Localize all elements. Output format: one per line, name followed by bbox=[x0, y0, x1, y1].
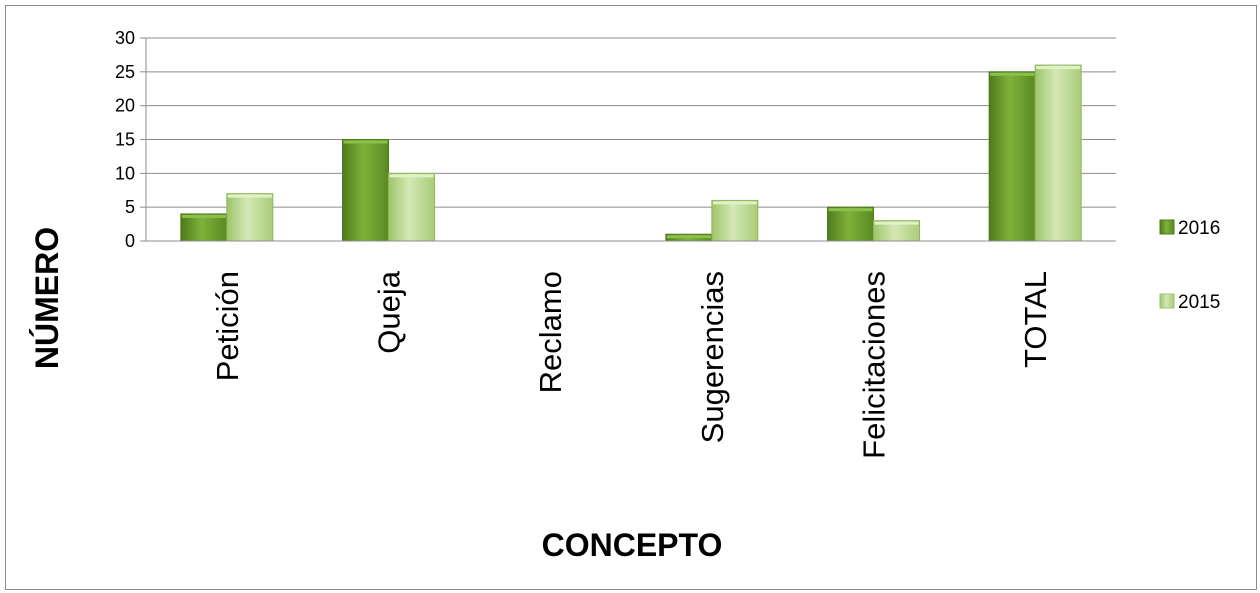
legend: 2016 2015 bbox=[1159, 218, 1220, 313]
bar-2016-5 bbox=[988, 71, 1036, 242]
bar-highlight-2015-0 bbox=[227, 194, 272, 198]
y-tick-label: 10 bbox=[115, 163, 135, 183]
x-category-label: Sugerencias bbox=[695, 271, 730, 443]
x-category-label: Felicitaciones bbox=[857, 271, 892, 459]
bar-highlight-2015-1 bbox=[389, 174, 434, 178]
bar-2016-4 bbox=[827, 206, 874, 242]
bar-highlight-2015-3 bbox=[712, 201, 757, 205]
y-tick-label: 0 bbox=[125, 231, 135, 251]
legend-swatch-2016 bbox=[1159, 219, 1175, 235]
y-axis-title: NÚMERO bbox=[29, 227, 65, 369]
legend-item-2015: 2015 bbox=[1159, 292, 1220, 313]
bar-highlight-2015-5 bbox=[1036, 66, 1081, 70]
y-tick-label: 5 bbox=[125, 197, 135, 217]
gridlines bbox=[140, 37, 1116, 242]
y-tick-label: 20 bbox=[115, 96, 135, 116]
bar-highlight-2016-5 bbox=[990, 72, 1035, 76]
bar-2015-3 bbox=[711, 199, 759, 242]
y-tick-label: 15 bbox=[115, 130, 135, 150]
legend-label-2016: 2016 bbox=[1178, 218, 1220, 239]
y-tick-label: 25 bbox=[115, 62, 135, 82]
bar-2015-0 bbox=[226, 193, 274, 242]
bar-2015-5 bbox=[1034, 64, 1082, 242]
bar-highlight-2016-4 bbox=[828, 208, 873, 212]
x-category-label: Queja bbox=[372, 270, 407, 353]
bar-highlight-2016-3 bbox=[666, 235, 711, 239]
y-tick-labels: 0 5 10 15 20 25 30 bbox=[115, 28, 135, 251]
bar-highlight-2016-1 bbox=[343, 140, 388, 144]
chart-frame bbox=[5, 5, 1257, 590]
legend-swatch-2015 bbox=[1159, 293, 1175, 309]
bar-2015-1 bbox=[388, 172, 435, 242]
bar-highlight-2016-0 bbox=[181, 214, 226, 218]
x-category-label: Reclamo bbox=[533, 271, 568, 393]
legend-label-2015: 2015 bbox=[1178, 292, 1220, 313]
bar-highlight-2015-4 bbox=[874, 221, 919, 225]
x-category-label: TOTAL bbox=[1018, 271, 1053, 368]
legend-item-2016: 2016 bbox=[1159, 218, 1220, 239]
y-tick-label: 30 bbox=[115, 28, 135, 48]
bars bbox=[180, 64, 1082, 242]
x-category-label: Petición bbox=[210, 271, 245, 381]
x-axis-title: CONCEPTO bbox=[542, 527, 723, 563]
bar-2016-0 bbox=[180, 213, 228, 242]
x-category-labels: Petición Queja Reclamo Sugerencias Felicitac… bbox=[210, 270, 1053, 459]
bar-2016-1 bbox=[342, 139, 389, 242]
